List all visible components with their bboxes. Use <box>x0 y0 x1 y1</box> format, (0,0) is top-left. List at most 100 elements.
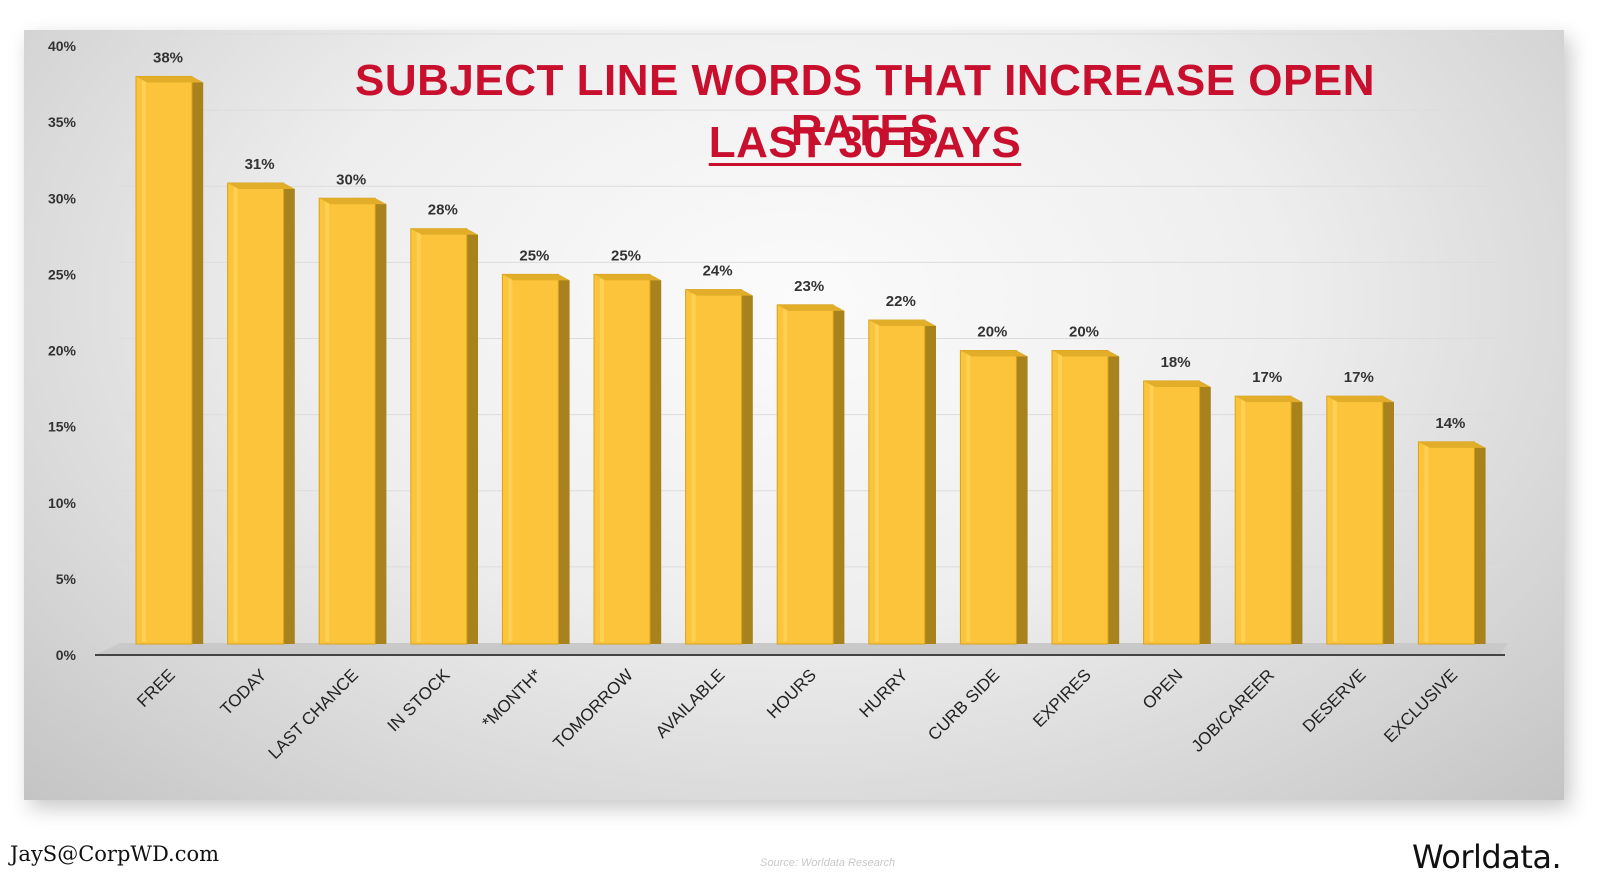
bar-top <box>1143 380 1211 387</box>
bar-top <box>1418 441 1486 448</box>
data-label: 30% <box>336 171 366 188</box>
bar <box>318 197 387 645</box>
bar <box>1051 350 1120 645</box>
bar-highlight <box>874 322 879 642</box>
bar-highlight <box>416 230 421 642</box>
bar-top <box>685 289 753 296</box>
bar-highlight <box>325 200 330 642</box>
bar <box>1234 395 1303 645</box>
bar-highlight <box>691 291 696 642</box>
data-label: 24% <box>703 263 733 280</box>
category-label: AVAILABLE <box>652 665 728 741</box>
bar-highlight <box>1332 398 1337 642</box>
bar-highlight <box>142 78 146 642</box>
bar-top <box>960 350 1028 357</box>
bar-highlight <box>966 352 971 642</box>
bar-highlight <box>783 306 788 642</box>
data-label: 23% <box>794 278 824 295</box>
worldata-logo: Worldata. <box>1412 838 1562 876</box>
bar-highlight <box>233 185 238 642</box>
data-label: 17% <box>1344 369 1374 386</box>
y-tick-label: 30% <box>48 190 77 206</box>
y-tick-label: 40% <box>48 38 77 54</box>
bar-side <box>924 320 936 644</box>
category-label: LAST CHANCE <box>265 665 362 762</box>
category-label: EXPIRES <box>1029 665 1095 731</box>
chart-title: SUBJECT LINE WORDS THAT INCREASE OPEN RA… <box>355 56 1375 155</box>
data-label: 14% <box>1435 415 1465 432</box>
bar-highlight <box>508 276 513 642</box>
bar-top <box>319 198 387 205</box>
y-tick-label: 10% <box>48 495 77 511</box>
y-tick-label: 15% <box>48 419 77 435</box>
data-label: 38% <box>153 49 183 66</box>
bar-side <box>1474 441 1486 644</box>
bar-highlight <box>1424 443 1429 642</box>
bar <box>501 273 570 645</box>
logo-text: Worldata. <box>1412 838 1562 876</box>
category-label: TOMORROW <box>549 665 636 752</box>
bar-top <box>1235 396 1303 403</box>
bar <box>1417 441 1486 645</box>
bar-side <box>1199 380 1211 644</box>
bar <box>1143 380 1211 645</box>
y-tick-label: 25% <box>48 266 77 282</box>
data-label: 25% <box>519 247 549 264</box>
category-label: DESERVE <box>1299 665 1370 736</box>
category-label: OPEN <box>1139 665 1187 713</box>
bar-side <box>1016 350 1028 644</box>
bar-side <box>1382 396 1394 644</box>
bar <box>1326 395 1394 645</box>
bar-side <box>741 289 753 644</box>
bar-side <box>558 274 570 644</box>
bar-top <box>594 274 662 281</box>
category-label: EXCLUSIVE <box>1380 665 1461 746</box>
bar-side <box>650 274 662 644</box>
category-label: HOURS <box>763 665 820 722</box>
y-tick-label: 5% <box>56 571 77 587</box>
category-label: HURRY <box>856 665 912 721</box>
category-label: *MONTH* <box>478 665 545 732</box>
bar-top <box>502 274 570 281</box>
bar <box>868 319 936 645</box>
data-label: 17% <box>1252 369 1282 386</box>
bar-top <box>227 183 295 190</box>
chart-floor <box>95 643 1508 655</box>
category-label: IN STOCK <box>384 665 454 735</box>
bar-side <box>1108 350 1120 644</box>
bar-side <box>192 76 204 644</box>
chart-subtitle: LAST 30 DAYS <box>708 118 1022 167</box>
bar <box>135 75 204 645</box>
bar-side <box>466 228 478 644</box>
bar <box>959 350 1028 645</box>
y-tick-label: 0% <box>56 647 77 663</box>
bar-side <box>833 304 845 644</box>
data-label: 31% <box>245 156 275 173</box>
bar-highlight <box>1058 352 1062 642</box>
bar-top <box>777 304 845 311</box>
data-label: 25% <box>611 247 641 264</box>
bar-side <box>375 198 387 644</box>
contact-email: JayS@CorpWD.com <box>10 842 220 866</box>
bar <box>410 228 478 645</box>
bar <box>776 304 845 645</box>
bar-side <box>1291 396 1303 644</box>
category-label: FREE <box>133 665 178 710</box>
category-label: JOB/CAREER <box>1188 665 1278 755</box>
data-label: 18% <box>1161 354 1191 371</box>
bar <box>685 289 753 645</box>
bar-highlight <box>1149 382 1154 642</box>
category-label: CURB SIDE <box>924 665 1003 744</box>
bar <box>227 182 295 645</box>
bar-top <box>410 228 478 235</box>
data-label: 22% <box>886 293 916 310</box>
bar <box>593 273 662 645</box>
y-tick-label: 20% <box>48 343 77 359</box>
y-tick-label: 35% <box>48 114 77 130</box>
category-label: TODAY <box>217 665 271 719</box>
data-label: 20% <box>1069 324 1099 341</box>
bar-top <box>1326 396 1394 403</box>
bar-top <box>868 320 936 327</box>
